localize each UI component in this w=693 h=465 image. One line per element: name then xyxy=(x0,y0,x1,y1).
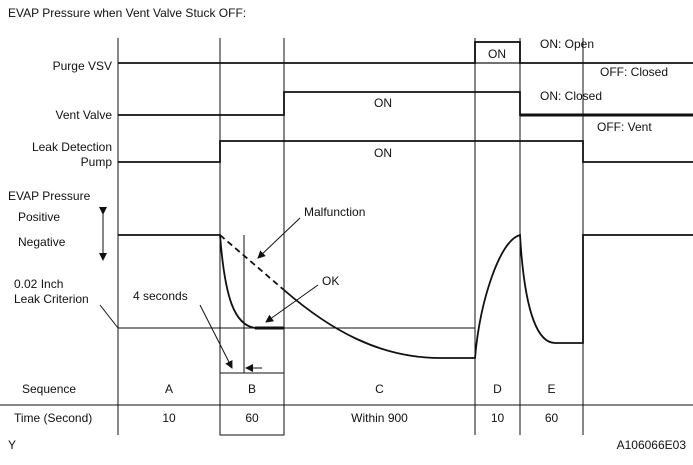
row-label: Leak Criterion xyxy=(14,292,89,306)
on-label: ON xyxy=(488,47,506,61)
annotation: OK xyxy=(322,274,339,288)
row-label: Negative xyxy=(18,235,66,249)
row-label: Sequence xyxy=(22,382,76,396)
row-label: Vent Valve xyxy=(56,108,113,122)
row-label: Purge VSV xyxy=(53,59,112,73)
signal-lines xyxy=(118,41,693,359)
table-cell: Within 900 xyxy=(351,411,408,425)
title: EVAP Pressure when Vent Valve Stuck OFF: xyxy=(8,6,246,20)
table-cell: D xyxy=(493,382,502,396)
table-cell: 10 xyxy=(491,411,505,425)
table-cell: B xyxy=(248,382,256,396)
on-label: ON xyxy=(374,96,392,110)
footer: A106066E03 xyxy=(617,438,687,452)
annotation: Malfunction xyxy=(304,205,365,219)
row-label: Leak Detection xyxy=(32,140,112,154)
pointers xyxy=(99,207,319,372)
table-cells: A B C D E 10 60 Within 900 10 60 xyxy=(162,382,558,425)
footer: Y xyxy=(8,438,16,452)
on-label: ON xyxy=(374,146,392,160)
row-label: 0.02 Inch xyxy=(14,277,63,291)
table-cell: 60 xyxy=(245,411,259,425)
state-label: OFF: Closed xyxy=(600,65,668,79)
table-cell: C xyxy=(375,382,384,396)
table-cell: A xyxy=(165,382,173,396)
row-label: Time (Second) xyxy=(14,411,92,425)
row-label: EVAP Pressure xyxy=(8,189,91,203)
state-label: ON: Closed xyxy=(540,89,602,103)
state-label: OFF: Vent xyxy=(597,120,652,134)
row-label: Pump xyxy=(81,155,113,169)
table-cell: 60 xyxy=(545,411,559,425)
row-label: Positive xyxy=(18,210,60,224)
table-cell: 10 xyxy=(162,411,176,425)
annotation: 4 seconds xyxy=(133,289,188,303)
table-cell: E xyxy=(547,382,555,396)
state-label: ON: Open xyxy=(540,37,594,51)
